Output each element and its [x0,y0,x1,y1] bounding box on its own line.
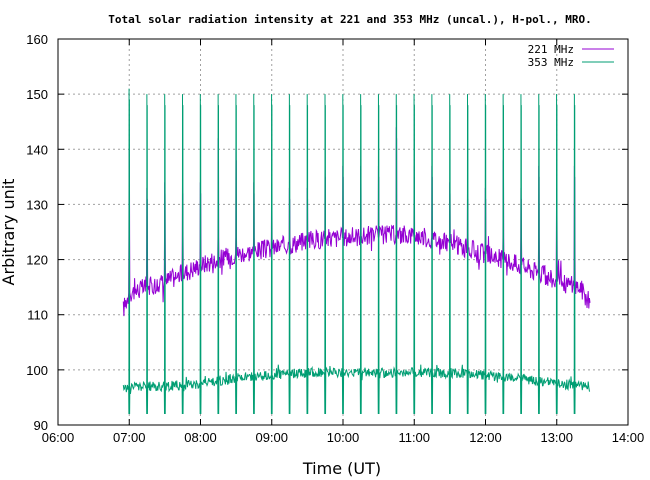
x-tick-label: 11:00 [398,430,430,445]
chart-title: Total solar radiation intensity at 221 a… [108,13,591,26]
y-tick-label: 110 [27,308,48,323]
y-tick-label: 160 [26,32,48,47]
y-tick-label: 150 [26,87,48,102]
x-tick-label: 10:00 [327,430,360,445]
x-tick-label: 12:00 [469,430,502,445]
x-tick-label: 14:00 [612,430,645,445]
x-tick-label: 06:00 [42,430,75,445]
y-tick-label: 140 [26,142,48,157]
axis-ticks: 06:00 07:00 08:00 09:00 10:00 11:00 12:00 13:00… [26,32,644,445]
y-axis-label: Arbitrary unit [0,179,18,286]
y-tick-label: 100 [26,363,48,378]
legend-label: 221 MHz [528,43,574,56]
x-tick-label: 13:00 [540,430,573,445]
x-tick-label: 08:00 [184,430,217,445]
x-tick-label: 09:00 [255,430,288,445]
plot-area [122,88,591,414]
y-tick-label: 90 [34,418,48,433]
y-tick-label: 130 [26,197,48,212]
y-tick-label: 120 [26,253,48,268]
x-axis-label: Time (UT) [302,459,381,478]
series-line-353-mhz [122,88,591,414]
series-line-221-mhz [122,127,591,317]
legend-label: 353 MHz [528,56,574,69]
x-tick-label: 07:00 [113,430,146,445]
